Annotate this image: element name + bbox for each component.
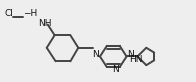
Text: HN: HN (129, 55, 142, 64)
Text: N: N (92, 50, 98, 59)
Text: NH: NH (38, 19, 52, 28)
Text: N: N (112, 65, 119, 74)
Text: N: N (127, 50, 134, 59)
Text: Cl: Cl (5, 9, 14, 18)
Text: −H: −H (23, 9, 37, 18)
